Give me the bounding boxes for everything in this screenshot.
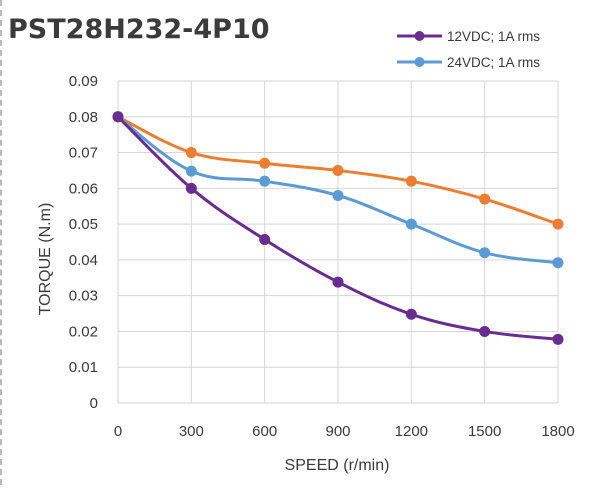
data-point [479,325,491,337]
y-tick-label: 0.01 [69,359,98,376]
y-tick-label: 0.05 [69,216,98,233]
legend-entry-1: 12VDC; 1A rms [397,29,540,44]
x-tick-label: 300 [179,423,204,440]
axis-labels-layer: 0 0.01 0.02 0.03 0.04 0.05 0.06 0.07 0.08 0.09 0 30… [69,73,575,440]
chart-title: PST28H232-4P10 [8,14,270,45]
y-tick-label: 0.07 [69,145,98,162]
legend-entry-2: 24VDC; 1A rms [397,55,540,70]
data-point [185,165,197,177]
x-tick-label: 1200 [395,423,428,440]
data-point [259,157,271,169]
y-tick-label: 0.08 [69,109,98,126]
data-point [259,233,271,245]
data-point [552,333,564,345]
x-tick-label: 900 [325,423,350,440]
data-point [259,175,271,187]
data-point [405,308,417,320]
legend-marker [414,57,425,67]
data-point [405,218,417,230]
y-tick-label: 0.02 [69,323,98,340]
data-point [479,193,491,205]
y-tick-label: 0.04 [69,252,98,269]
legend: 12VDC; 1A rms 24VDC; 1A rms [397,29,540,70]
data-point [479,247,491,259]
series-2 [112,111,564,269]
y-tick-label: 0.09 [69,73,98,90]
series-layer [112,111,564,345]
grid-layer [117,80,559,404]
y-tick-label: 0.03 [69,288,98,305]
data-point [552,218,564,230]
y-tick-label: 0.06 [69,180,98,197]
x-tick-label: 0 [114,423,122,440]
x-tick-label: 1500 [468,423,501,440]
legend-label: 12VDC; 1A rms [447,29,540,44]
data-point [185,182,197,194]
data-point [405,175,417,187]
x-axis-title: SPEED (r/min) [285,457,390,474]
data-point [332,189,344,201]
data-point [185,147,197,159]
y-tick-label: 0 [90,395,98,412]
x-tick-label: 1800 [541,423,574,440]
data-point [552,257,564,269]
series-1 [112,111,564,345]
y-axis-title: TORQUE (N.m) [37,203,54,316]
left-dashed-border [0,0,2,485]
data-point [332,164,344,176]
data-point [112,111,124,123]
legend-label: 24VDC; 1A rms [447,55,540,70]
data-point [332,276,344,288]
x-tick-label: 600 [252,423,277,440]
legend-marker [414,31,425,41]
